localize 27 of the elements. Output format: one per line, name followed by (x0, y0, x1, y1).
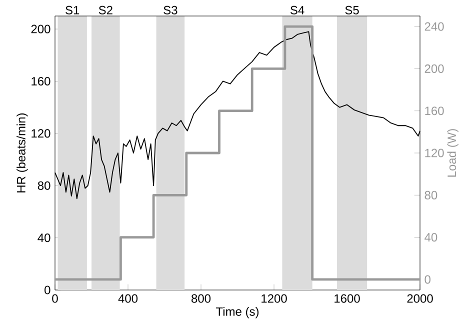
band-label: S2 (98, 6, 112, 14)
y-axis-title: HR (beats/min) (16, 113, 28, 192)
band-label: S5 (345, 6, 359, 14)
y2-tick-label: 40 (424, 233, 438, 242)
band-label: S4 (290, 6, 304, 14)
y2-tick-label: 240 (424, 22, 444, 31)
y-tick-label: 120 (32, 129, 50, 138)
y2-axis-title: Load (W) (447, 129, 458, 177)
y-tick-label: 80 (38, 181, 50, 190)
y2-tick-label: 200 (424, 64, 444, 73)
y2-tick-label: 120 (425, 148, 444, 158)
y-tick-label: 40 (38, 234, 50, 242)
x-tick-label: 1600 (334, 294, 360, 303)
y-tick-label: 0 (44, 286, 50, 294)
x-tick-label: 400 (118, 294, 138, 303)
y-tick-label: 160 (32, 76, 50, 86)
y-tick-label: 200 (31, 24, 50, 34)
x-tick-label: 0 (52, 294, 58, 303)
y2-tick-label: 0 (424, 275, 430, 284)
y2-tick-label: 80 (424, 190, 438, 200)
x-tick-label: 1200 (262, 294, 287, 303)
band-label: S3 (164, 6, 178, 14)
band-label: S1 (66, 6, 80, 14)
x-tick-label: 2000 (407, 294, 433, 303)
y2-tick-label: 160 (425, 106, 444, 116)
x-axis-title: Time (s) (216, 307, 259, 318)
x-tick-label: 800 (192, 294, 211, 303)
